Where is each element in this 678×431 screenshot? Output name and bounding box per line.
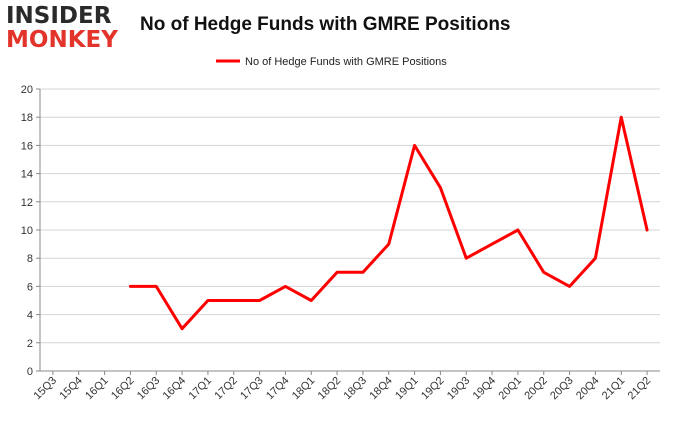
chart-title: No of Hedge Funds with GMRE Positions — [140, 14, 511, 35]
x-tick-label: 18Q4 — [367, 375, 395, 403]
logo-line-1: INSIDER — [6, 3, 112, 29]
legend: No of Hedge Funds with GMRE Positions — [216, 56, 447, 68]
series-line — [128, 115, 649, 331]
y-tick-label: 16 — [21, 140, 33, 152]
logo-line-2: MONKEY — [6, 27, 118, 53]
y-tick-label: 2 — [27, 338, 33, 350]
x-tick-label: 19Q1 — [393, 375, 421, 403]
x-tick-label: 20Q4 — [574, 375, 602, 403]
y-tick-label: 14 — [21, 169, 33, 181]
axes — [36, 88, 660, 375]
x-tick-label: 18Q1 — [290, 375, 318, 403]
x-tick-label: 20Q2 — [522, 375, 550, 403]
legend-label: No of Hedge Funds with GMRE Positions — [245, 56, 447, 68]
x-tick-label: 21Q1 — [600, 375, 628, 403]
y-tick-label: 4 — [27, 310, 33, 322]
x-tick-label: 16Q1 — [83, 375, 111, 403]
x-tick-label: 18Q3 — [342, 375, 370, 403]
x-tick-label: 21Q2 — [626, 375, 654, 403]
x-tick-label: 17Q1 — [187, 375, 215, 403]
x-tick-label: 17Q2 — [212, 375, 240, 403]
grid-lines — [40, 88, 660, 344]
x-tick-label: 17Q4 — [264, 375, 292, 403]
x-tick-label: 16Q3 — [135, 375, 163, 403]
x-tick-label: 17Q3 — [238, 375, 266, 403]
y-tick-label: 8 — [27, 253, 33, 265]
x-tick-label: 20Q3 — [548, 375, 576, 403]
x-tick-label: 20Q1 — [497, 375, 525, 403]
y-tick-labels: 0 2 4 6 8 10 12 14 16 18 20 — [21, 84, 33, 378]
y-tick-label: 12 — [21, 197, 33, 209]
x-tick-label: 16Q2 — [109, 375, 137, 403]
y-tick-label: 18 — [21, 112, 33, 124]
y-tick-label: 0 — [27, 366, 33, 378]
x-tick-label: 16Q4 — [161, 375, 189, 403]
series-lines — [128, 115, 649, 331]
x-tick-label: 18Q2 — [316, 375, 344, 403]
y-tick-label: 10 — [21, 225, 33, 237]
y-tick-label: 20 — [21, 84, 33, 96]
x-tick-label: 15Q4 — [57, 375, 85, 403]
x-tick-label: 15Q3 — [32, 375, 60, 403]
insider-monkey-logo: INSIDER MONKEY — [6, 4, 128, 54]
x-tick-label: 19Q4 — [471, 375, 499, 403]
y-tick-label: 6 — [27, 281, 33, 293]
x-tick-label: 19Q2 — [419, 375, 447, 403]
x-tick-label: 19Q3 — [445, 375, 473, 403]
x-tick-labels: 15Q315Q416Q116Q216Q316Q417Q117Q217Q317Q4… — [32, 375, 654, 403]
